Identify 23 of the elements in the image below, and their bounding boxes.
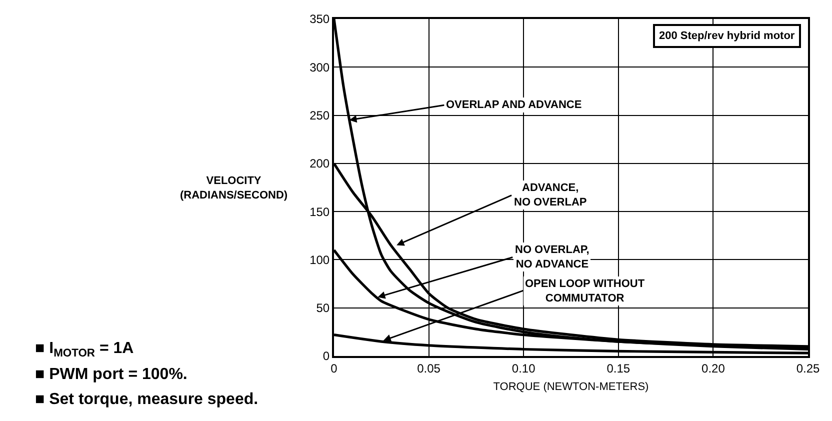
- x-tick-label: 0.05: [417, 361, 441, 376]
- y-tick-label: 200: [310, 156, 330, 171]
- y-axis-title: VELOCITY (RADIANS/SECOND): [180, 175, 288, 202]
- annotation: OVERLAP AND ADVANCE: [446, 99, 582, 111]
- annotation: OPEN LOOP WITHOUT COMMUTATOR: [525, 278, 645, 304]
- annotation: ADVANCE, NO OVERLAP: [514, 182, 587, 208]
- y-tick-label: 100: [310, 252, 330, 267]
- y-tick-label: 350: [310, 12, 330, 26]
- annotation: 200 Step/rev hybrid motor: [659, 30, 796, 42]
- y-tick-label: 150: [310, 204, 330, 219]
- y-tick-label: 0: [322, 349, 330, 364]
- text: ■ Set torque, measure speed.: [35, 391, 258, 408]
- x-tick-label: 0.25: [796, 361, 820, 376]
- y-tick-label: 300: [310, 60, 330, 74]
- text: ■ PWM port = 100%.: [35, 366, 188, 383]
- x-tick-label: 0.10: [512, 361, 536, 376]
- annotation: NO OVERLAP, NO ADVANCE: [515, 244, 590, 270]
- y-tick-label: 50: [316, 301, 330, 316]
- x-tick-label: 0.20: [702, 361, 726, 376]
- text: ■ I$_{MOTOR}$ = 1A: [35, 340, 134, 360]
- x-tick-label: 0.15: [606, 361, 630, 376]
- y-tick-label: 250: [310, 108, 330, 122]
- x-axis-title: TORQUE (NEWTON-METERS): [493, 381, 649, 394]
